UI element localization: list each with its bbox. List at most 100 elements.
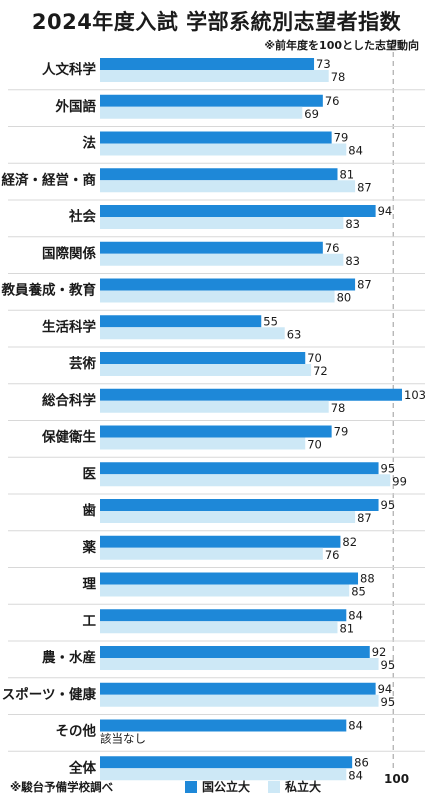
category-label: 教員養成・教育 (2, 282, 97, 299)
value-label-national: 76 (325, 241, 340, 255)
bar-private (100, 437, 306, 450)
value-label-national: 103 (404, 388, 426, 402)
value-label-private: 78 (331, 401, 346, 415)
bar-private (100, 768, 347, 781)
bar-national (100, 205, 376, 217)
bar-national (100, 572, 359, 585)
bar-national (100, 58, 315, 70)
bar-national (100, 278, 356, 291)
category-label: 工 (83, 613, 97, 629)
value-label-national: 95 (381, 461, 396, 475)
value-label-national: 94 (378, 204, 393, 218)
value-label-national: 82 (342, 535, 357, 549)
chart-note: ※前年度を100とした志望動向 (264, 39, 419, 52)
value-label-private: 84 (348, 144, 363, 158)
bar-private (100, 511, 356, 523)
bar-private (100, 143, 347, 156)
value-label-private: 83 (345, 254, 360, 268)
bar-national (100, 315, 262, 328)
bar-national (100, 168, 338, 181)
value-label-national: 95 (381, 498, 396, 512)
category-label: 総合科学 (42, 392, 96, 409)
category-label: 外国語 (56, 98, 97, 115)
value-label-national: 79 (334, 131, 349, 145)
value-label-national: 94 (378, 682, 393, 696)
bar-private (100, 70, 329, 82)
value-label-private: 78 (331, 70, 346, 84)
category-label: 法 (83, 135, 97, 152)
category-label: その他 (56, 723, 97, 740)
value-label-private: 83 (345, 217, 360, 231)
bar-private (100, 253, 344, 266)
bar-national (100, 425, 332, 438)
category-label: スポーツ・健康 (2, 686, 97, 703)
legend-label-private: 私立大 (285, 780, 322, 794)
bar-private (100, 217, 344, 229)
bar-private (100, 584, 350, 597)
bar-national (100, 352, 306, 364)
value-label-national: 81 (339, 167, 354, 181)
category-label: 医 (83, 466, 97, 482)
legend-label-national: 国公立大 (202, 780, 251, 794)
value-label-private: 80 (337, 291, 352, 305)
value-label-national: 87 (357, 278, 372, 292)
legend-private: 私立大 (268, 778, 321, 795)
category-label: 歯 (83, 502, 97, 519)
value-label-private: 87 (357, 511, 372, 525)
value-label-national: 79 (334, 425, 349, 439)
value-label-private: 81 (339, 621, 354, 635)
bar-national (100, 131, 332, 144)
value-label-national: 86 (354, 755, 369, 769)
value-label-national: 88 (360, 572, 375, 586)
bar-national (100, 646, 370, 658)
bar-national (100, 388, 402, 401)
bar-private (100, 621, 338, 634)
value-label-national: 84 (348, 608, 363, 622)
category-label: 理 (83, 577, 97, 593)
value-label-private: 95 (381, 658, 396, 672)
value-label-private: 95 (381, 695, 396, 709)
legend-swatch-private (268, 780, 280, 793)
bar-national (100, 719, 347, 732)
category-label: 生活科学 (42, 318, 96, 335)
category-label: 全体 (68, 759, 96, 776)
missing-label-private: 該当なし (100, 732, 146, 746)
value-label-private: 63 (287, 327, 302, 341)
value-label-private: 70 (307, 438, 322, 452)
legend-swatch-national (185, 780, 197, 793)
bar-national (100, 499, 379, 511)
category-label: 人文科学 (42, 61, 96, 78)
bar-national (100, 609, 347, 622)
value-label-private: 85 (351, 585, 366, 599)
bar-private (100, 474, 391, 487)
value-label-national: 76 (325, 94, 340, 108)
bar-national (100, 241, 323, 254)
value-label-national: 55 (263, 314, 278, 328)
category-label: 芸術 (69, 355, 96, 372)
reference-line-label: 100 (384, 772, 410, 786)
bar-private (100, 547, 323, 560)
bar-national (100, 756, 353, 769)
value-label-national: 84 (348, 719, 363, 733)
bar-private (100, 694, 379, 707)
bar-private (100, 290, 335, 303)
bar-national (100, 94, 323, 107)
bar-private (100, 180, 356, 193)
category-label: 薬 (83, 539, 97, 556)
source-note: ※駿台予備学校調べ (10, 780, 114, 794)
bar-private (100, 106, 303, 119)
bar-private (100, 658, 379, 670)
category-label: 保健衛生 (41, 429, 96, 446)
bar-private (100, 327, 285, 340)
chart-title: 2024年度入試 学部系統別志望者指数 (31, 10, 402, 34)
value-label-national: 70 (307, 351, 322, 365)
value-label-private: 76 (325, 548, 340, 562)
value-label-national: 73 (316, 57, 331, 71)
value-label-private: 84 (348, 768, 363, 782)
value-label-private: 99 (392, 474, 407, 488)
value-label-private: 87 (357, 180, 372, 194)
legend-national: 国公立大 (185, 778, 250, 795)
bar-national (100, 682, 376, 695)
category-label: 経済・経営・商 (2, 171, 97, 188)
